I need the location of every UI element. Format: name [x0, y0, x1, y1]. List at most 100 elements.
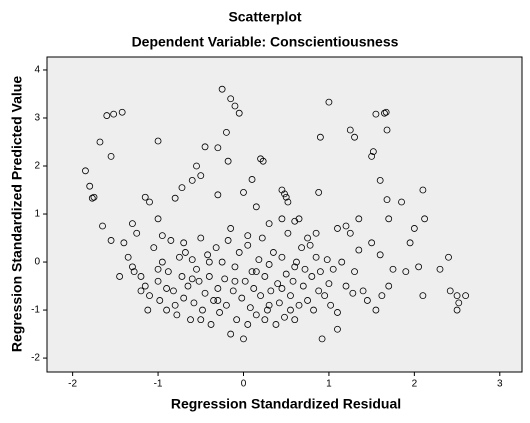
point: [176, 253, 183, 261]
point: [295, 215, 303, 223]
point: [240, 335, 247, 343]
point: [137, 287, 145, 295]
point: [180, 294, 188, 302]
point: [129, 263, 136, 271]
point: [178, 273, 186, 280]
point: [291, 316, 299, 324]
point: [355, 215, 363, 223]
point: [212, 244, 220, 252]
plot-area: [46, 56, 523, 373]
point: [107, 152, 115, 160]
point: [110, 110, 118, 118]
point: [146, 292, 153, 300]
point: [410, 225, 418, 232]
point: [197, 316, 205, 324]
point: [281, 313, 288, 321]
point: [193, 162, 200, 170]
point: [141, 282, 149, 290]
point: [299, 282, 307, 290]
point: [164, 268, 172, 276]
point: [116, 273, 124, 280]
point: [419, 186, 427, 194]
point: [278, 253, 286, 261]
point: [231, 263, 239, 271]
point: [304, 234, 311, 242]
x-axis-label: Regression Standardized Residual: [171, 396, 401, 412]
point: [248, 268, 256, 276]
point: [446, 287, 454, 295]
point: [144, 306, 152, 314]
point: [214, 191, 222, 199]
point: [282, 193, 290, 201]
point: [258, 234, 266, 242]
point: [274, 280, 282, 288]
point: [178, 184, 186, 192]
point: [158, 232, 166, 240]
point: [224, 157, 232, 165]
point: [289, 277, 297, 285]
point: [158, 258, 166, 266]
point: [342, 222, 350, 230]
point: [453, 292, 461, 300]
point: [107, 237, 115, 244]
point: [235, 249, 243, 256]
point: [334, 225, 341, 232]
point: [376, 177, 384, 184]
point: [229, 287, 237, 295]
point: [381, 109, 388, 117]
point: [205, 258, 213, 266]
point: [224, 237, 232, 244]
point: [327, 301, 335, 309]
point: [338, 258, 346, 266]
point: [265, 301, 273, 309]
point: [180, 239, 188, 247]
point: [445, 253, 452, 261]
point: [383, 196, 391, 204]
y-tick-label: -2: [31, 353, 40, 364]
x-tick-label: -2: [68, 379, 77, 390]
x-tick-label: 0: [241, 379, 247, 390]
point: [281, 190, 288, 198]
point: [284, 229, 292, 237]
point: [382, 108, 390, 116]
point: [252, 203, 260, 211]
point: [235, 109, 243, 117]
point: [301, 265, 309, 273]
point: [227, 225, 235, 232]
x-tick-label: 1: [326, 379, 332, 390]
point: [218, 85, 226, 93]
point: [323, 256, 331, 264]
point: [173, 311, 181, 319]
point: [378, 292, 386, 300]
point: [316, 268, 324, 276]
point: [96, 138, 104, 146]
point: [240, 189, 247, 196]
point: [233, 316, 241, 324]
point: [372, 110, 380, 118]
point: [137, 273, 145, 280]
point: [269, 249, 277, 256]
y-tick-label: 2: [34, 161, 40, 172]
point: [118, 108, 126, 116]
x-tick-label: 2: [412, 379, 418, 390]
point: [355, 246, 363, 254]
point: [197, 172, 205, 180]
point: [218, 258, 226, 266]
point: [385, 215, 393, 223]
point: [227, 330, 235, 338]
point: [154, 265, 162, 273]
point: [193, 265, 200, 273]
point: [363, 297, 371, 304]
point: [321, 292, 329, 300]
y-tick-label: 0: [34, 257, 40, 268]
point: [436, 265, 444, 273]
point: [171, 301, 179, 309]
point: [129, 220, 136, 228]
point: [287, 306, 294, 314]
point: [103, 112, 111, 119]
point: [306, 241, 314, 249]
point: [171, 194, 179, 202]
point: [244, 321, 252, 328]
point: [188, 275, 196, 283]
